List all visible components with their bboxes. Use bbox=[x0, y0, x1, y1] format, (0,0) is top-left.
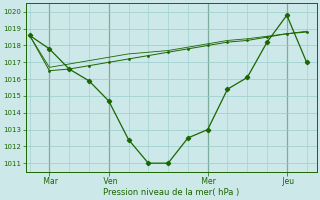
X-axis label: Pression niveau de la mer( hPa ): Pression niveau de la mer( hPa ) bbox=[103, 188, 239, 197]
